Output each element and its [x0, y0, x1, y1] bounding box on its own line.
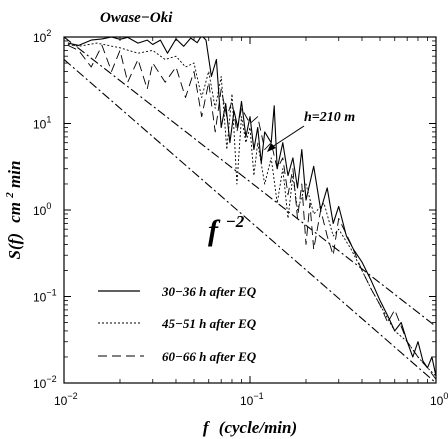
axis-ticks: 10−2 10−1 100 10−2 10−1 100 101 102 — [33, 28, 448, 408]
depth-annotation-arrowhead — [267, 143, 276, 152]
y-axis-label-main: S(f) — [5, 233, 24, 259]
y-tick-label: 101 — [33, 115, 51, 132]
legend-label-series-2: 45−51 h after EQ — [161, 316, 257, 331]
legend-label-series-1: 30−36 h after EQ — [161, 284, 257, 299]
series-line-3 — [67, 44, 436, 380]
series-layer — [67, 37, 436, 380]
depth-annotation-arrow-line — [271, 125, 305, 148]
legend-label-series-3: 60−66 h after EQ — [162, 349, 257, 364]
y-axis-label-unit-exponent: 2 — [4, 192, 16, 199]
slope-annotation: f −2 — [208, 212, 245, 247]
y-tick-label: 10−1 — [33, 288, 57, 305]
y-tick-label: 102 — [33, 28, 51, 45]
slope-annotation-exponent: −2 — [226, 212, 245, 231]
y-axis-label: S(f) cm 2 min — [0, 161, 24, 260]
y-axis-label-unit: cm — [5, 202, 24, 223]
x-tick-label: 10−1 — [240, 391, 264, 408]
x-axis-label-main: f — [203, 418, 211, 437]
depth-annotation: h=210 m — [304, 110, 355, 125]
y-tick-label: 100 — [33, 201, 51, 218]
y-tick-label: 10−2 — [33, 374, 57, 391]
slope-annotation-base: f — [208, 214, 221, 247]
plot-frame — [63, 36, 437, 384]
x-axis-label-unit: (cycle/min) — [219, 418, 297, 437]
legend: 30−36 h after EQ 45−51 h after EQ 60−66 … — [98, 284, 257, 364]
y-axis-label-unit-tail: min — [5, 161, 24, 188]
reference-line-2 — [64, 59, 436, 383]
reference-line-1 — [64, 37, 436, 327]
reference-lines — [64, 37, 436, 383]
x-axis-label: f (cycle/min) — [203, 418, 297, 437]
x-tick-label: 10−2 — [54, 391, 78, 408]
x-tick-label: 100 — [430, 391, 448, 408]
chart-title: Owase−Oki — [100, 10, 173, 26]
